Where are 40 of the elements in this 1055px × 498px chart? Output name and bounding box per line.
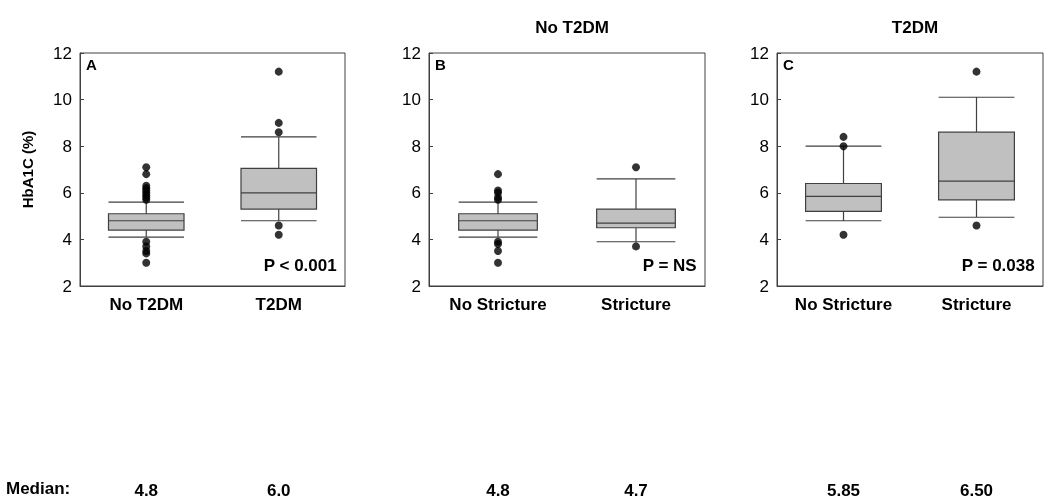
y-tick-label: 8 <box>411 136 421 156</box>
annotation: B <box>435 56 446 73</box>
text: 6.50 <box>959 480 994 498</box>
text: 4.7 <box>624 480 648 498</box>
y-tick-label: 12 <box>53 43 72 63</box>
y-tick-label: 6 <box>759 183 769 203</box>
text: 6.0 <box>266 480 291 498</box>
y-tick-label: 4 <box>411 229 421 249</box>
y-tick-label: 10 <box>750 90 769 110</box>
x-tick-label: Stricture <box>601 295 671 314</box>
text: 5.85 <box>826 480 861 498</box>
y-tick-label: 2 <box>411 276 421 296</box>
y-tick-label: 10 <box>53 90 72 110</box>
text: Median: <box>6 479 71 498</box>
y-tick-label: 6 <box>411 183 421 203</box>
x-tick-label: Stricture <box>941 295 1012 314</box>
annotation: A <box>86 56 97 73</box>
annotation: C <box>783 56 794 73</box>
y-tick-label: 10 <box>402 90 421 110</box>
y-tick-label: 6 <box>62 183 72 203</box>
chart-title: No T2DM <box>535 18 609 37</box>
y-tick-label: 4 <box>759 229 769 249</box>
annotation: P < 0.001 <box>263 256 337 275</box>
y-tick-label: 8 <box>62 136 72 156</box>
x-tick-label: No Stricture <box>794 295 893 314</box>
text: 4.8 <box>486 480 510 498</box>
chart-title: T2DM <box>891 18 939 37</box>
x-tick-label: T2DM <box>255 295 302 314</box>
y-tick-label: 12 <box>402 43 421 63</box>
y-tick-label: 4 <box>62 229 72 249</box>
annotation: P = 0.038 <box>961 256 1035 275</box>
y-axis-title: HbA1C (%) <box>19 130 36 209</box>
text: 4.8 <box>134 480 159 498</box>
x-tick-label: No T2DM <box>109 295 184 314</box>
annotation: P = NS <box>642 256 697 275</box>
y-tick-label: 8 <box>759 136 769 156</box>
y-tick-label: 2 <box>759 276 769 296</box>
y-tick-label: 2 <box>62 276 72 296</box>
y-tick-label: 12 <box>750 43 769 63</box>
x-tick-label: No Stricture <box>449 295 547 314</box>
